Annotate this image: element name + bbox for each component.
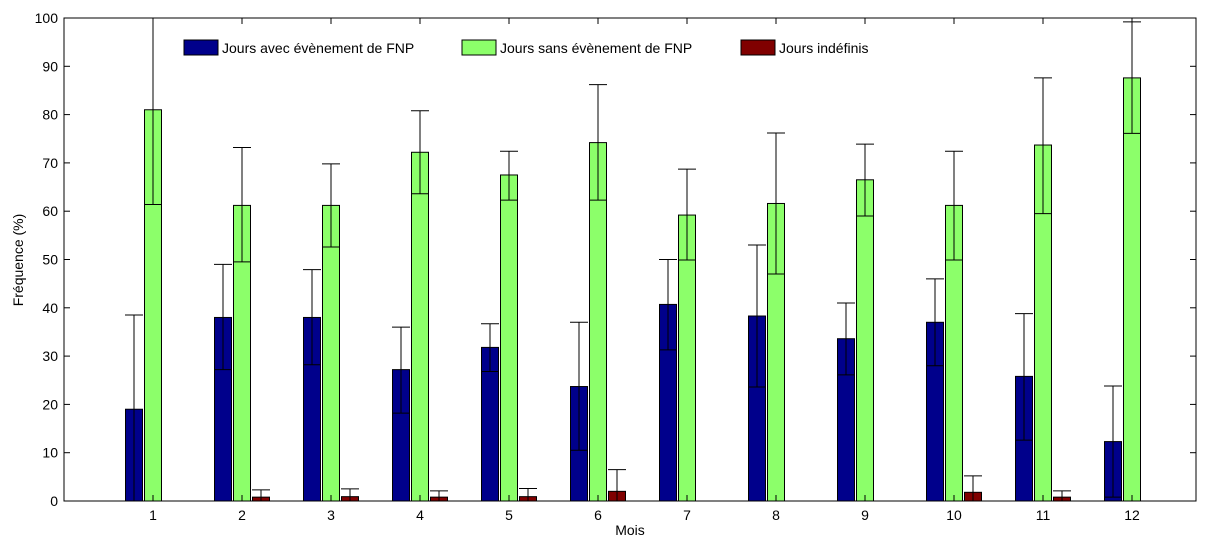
x-tick-label-8: 8	[772, 507, 780, 523]
bar-s2-m3	[322, 204, 340, 502]
y-tick-label-0: 0	[50, 493, 58, 509]
y-tick-label-100: 100	[35, 10, 59, 26]
bars-layer	[125, 77, 1141, 502]
y-tick-label-70: 70	[42, 155, 58, 171]
y-tick-label-30: 30	[42, 348, 58, 364]
x-tick-label-6: 6	[594, 507, 602, 523]
legend-swatch-2	[461, 39, 497, 56]
x-tick-label-7: 7	[683, 507, 691, 523]
y-tick-label-80: 80	[42, 107, 58, 123]
x-tick-label-3: 3	[327, 507, 335, 523]
y-tick-label-20: 20	[42, 396, 58, 412]
x-tick-label-10: 10	[946, 507, 962, 523]
legend-swatch-3	[740, 39, 776, 56]
bar-s2-m5	[500, 174, 518, 502]
y-tick-label-10: 10	[42, 445, 58, 461]
y-tick-label-60: 60	[42, 203, 58, 219]
legend-label-2: Jours sans évènement de FNP	[500, 40, 692, 56]
x-tick-label-5: 5	[505, 507, 513, 523]
x-tick-label-2: 2	[238, 507, 246, 523]
y-axis: 0 10 20 30 40 50 60 70 80 90 100	[35, 10, 1196, 509]
legend-label-1: Jours avec évènement de FNP	[222, 40, 414, 56]
bar-s2-m12	[1123, 77, 1141, 502]
bar-s2-m4	[411, 151, 429, 502]
y-tick-label-50: 50	[42, 252, 58, 268]
legend: Jours avec évènement de FNP Jours sans év…	[183, 39, 869, 56]
bar-s2-m9	[856, 179, 874, 502]
x-axis-label: Mois	[615, 522, 645, 538]
y-axis-label: Fréquence (%)	[10, 214, 26, 307]
x-axis: 1 2 3 4 5 6 7 8 9 10 11 12	[149, 18, 1140, 523]
plot-area	[63, 17, 1197, 502]
legend-swatch-1	[183, 39, 219, 56]
error-bars-layer	[125, 17, 1141, 501]
x-tick-label-1: 1	[149, 507, 157, 523]
x-tick-label-4: 4	[416, 507, 424, 523]
x-tick-label-12: 12	[1124, 507, 1140, 523]
legend-label-3: Jours indéfinis	[779, 40, 869, 56]
y-tick-label-90: 90	[42, 58, 58, 74]
x-tick-label-9: 9	[861, 507, 869, 523]
x-tick-label-11: 11	[1036, 507, 1051, 523]
y-tick-label-40: 40	[42, 300, 58, 316]
